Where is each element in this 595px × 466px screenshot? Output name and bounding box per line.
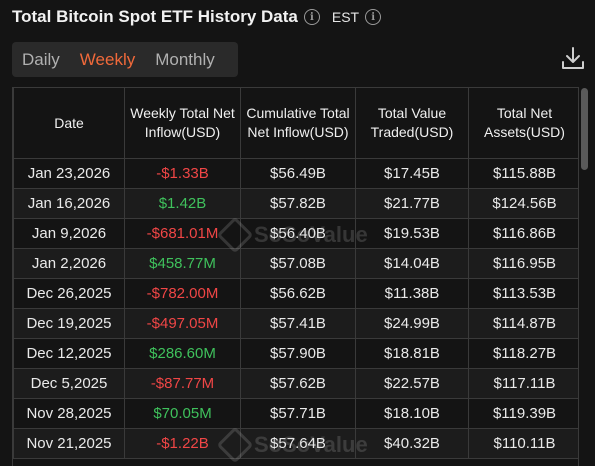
traded-cell: $17.45B (355, 158, 469, 189)
traded-cell: $40.32B (355, 428, 469, 459)
column-header-cumulative-inflow[interactable]: Cumulative Total Net Inflow(USD) (240, 87, 356, 159)
inflow-cell: -$681.01M (124, 218, 241, 249)
column-header-date[interactable]: Date (13, 87, 125, 159)
cumulative-cell: $57.41B (240, 308, 356, 339)
tab-weekly[interactable]: Weekly (79, 49, 136, 69)
traded-cell: $21.77B (355, 188, 469, 219)
table-scrollbar[interactable] (581, 88, 588, 170)
etf-history-table-container[interactable]: Date Weekly Total Net Inflow(USD) Cumula… (12, 87, 579, 466)
info-icon[interactable]: i (303, 9, 320, 25)
download-icon[interactable] (561, 46, 585, 72)
tab-monthly[interactable]: Monthly (155, 49, 215, 69)
cumulative-cell: $57.90B (240, 338, 356, 369)
date-cell: Jan 9,2026 (13, 218, 125, 249)
table-row[interactable]: Jan 23,2026 -$1.33B $56.49B $17.45B $115.88B (13, 158, 578, 189)
date-cell: Dec 19,2025 (13, 308, 125, 339)
cumulative-cell: $57.82B (240, 188, 356, 219)
assets-cell: $115.88B (468, 158, 578, 189)
traded-cell: $11.38B (355, 278, 469, 309)
table-row[interactable]: Jan 16,2026 $1.42B $57.82B $21.77B $124.56B (13, 188, 578, 219)
inflow-cell: -$1.33B (124, 158, 241, 189)
date-cell: Jan 23,2026 (13, 158, 125, 189)
inflow-cell: $1.42B (124, 188, 241, 219)
header: Total Bitcoin Spot ETF History Data i ES… (12, 6, 382, 28)
cumulative-cell: $56.40B (240, 218, 356, 249)
inflow-cell: $458.77M (124, 248, 241, 279)
cumulative-cell: $57.08B (240, 248, 356, 279)
date-cell: Dec 26,2025 (13, 278, 125, 309)
cumulative-cell: $57.71B (240, 398, 356, 429)
inflow-cell: $286.60M (124, 338, 241, 369)
cumulative-cell: $57.62B (240, 368, 356, 399)
traded-cell: $19.53B (355, 218, 469, 249)
cumulative-cell: $57.64B (240, 428, 356, 459)
page-title: Total Bitcoin Spot ETF History Data (12, 7, 298, 26)
table-row[interactable]: Dec 26,2025 -$782.00M $56.62B $11.38B $113.5… (13, 278, 578, 309)
traded-cell: $24.99B (355, 308, 469, 339)
table-row[interactable]: Nov 28,2025 $70.05M $57.71B $18.10B $119.39B (13, 398, 578, 429)
assets-cell: $124.56B (468, 188, 578, 219)
table-header-row: Date Weekly Total Net Inflow(USD) Cumula… (13, 87, 578, 159)
date-cell: Nov 21,2025 (13, 428, 125, 459)
inflow-cell: $70.05M (124, 398, 241, 429)
assets-cell: $116.95B (468, 248, 578, 279)
date-cell: Jan 16,2026 (13, 188, 125, 219)
inflow-cell: -$1.22B (124, 428, 241, 459)
table-row[interactable]: Dec 12,2025 $286.60M $57.90B $18.81B $118.27… (13, 338, 578, 369)
assets-cell: $114.87B (468, 308, 578, 339)
date-cell: Jan 2,2026 (13, 248, 125, 279)
inflow-cell: -$782.00M (124, 278, 241, 309)
date-cell: Dec 12,2025 (13, 338, 125, 369)
inflow-cell: -$497.05M (124, 308, 241, 339)
cumulative-cell: $56.49B (240, 158, 356, 189)
inflow-cell: -$87.77M (124, 368, 241, 399)
column-header-value-traded[interactable]: Total Value Traded(USD) (355, 87, 469, 159)
timezone-label: EST (331, 9, 360, 25)
assets-cell: $117.11B (468, 368, 578, 399)
traded-cell: $22.57B (355, 368, 469, 399)
date-cell: Dec 5,2025 (13, 368, 125, 399)
period-tabs: Daily Weekly Monthly (12, 42, 238, 77)
traded-cell: $14.04B (355, 248, 469, 279)
traded-cell: $18.10B (355, 398, 469, 429)
assets-cell: $116.86B (468, 218, 578, 249)
table-row[interactable]: Dec 5,2025 -$87.77M $57.62B $22.57B $117.11B (13, 368, 578, 399)
date-cell: Nov 28,2025 (13, 398, 125, 429)
column-header-net-assets[interactable]: Total Net Assets(USD) (468, 87, 578, 159)
column-header-weekly-inflow[interactable]: Weekly Total Net Inflow(USD) (124, 87, 241, 159)
etf-history-table: Date Weekly Total Net Inflow(USD) Cumula… (13, 87, 578, 459)
table-row[interactable]: Nov 21,2025 -$1.22B $57.64B $40.32B $110.11B (13, 428, 578, 459)
assets-cell: $110.11B (468, 428, 578, 459)
table-row[interactable]: Dec 19,2025 -$497.05M $57.41B $24.99B $114.8… (13, 308, 578, 339)
tab-daily[interactable]: Daily (22, 49, 60, 69)
table-row[interactable]: Jan 2,2026 $458.77M $57.08B $14.04B $116.95B (13, 248, 578, 279)
assets-cell: $119.39B (468, 398, 578, 429)
assets-cell: $113.53B (468, 278, 578, 309)
timezone-info-icon[interactable]: i (365, 9, 382, 25)
table-row[interactable]: Jan 9,2026 -$681.01M $56.40B $19.53B $116.86… (13, 218, 578, 249)
cumulative-cell: $56.62B (240, 278, 356, 309)
traded-cell: $18.81B (355, 338, 469, 369)
assets-cell: $118.27B (468, 338, 578, 369)
